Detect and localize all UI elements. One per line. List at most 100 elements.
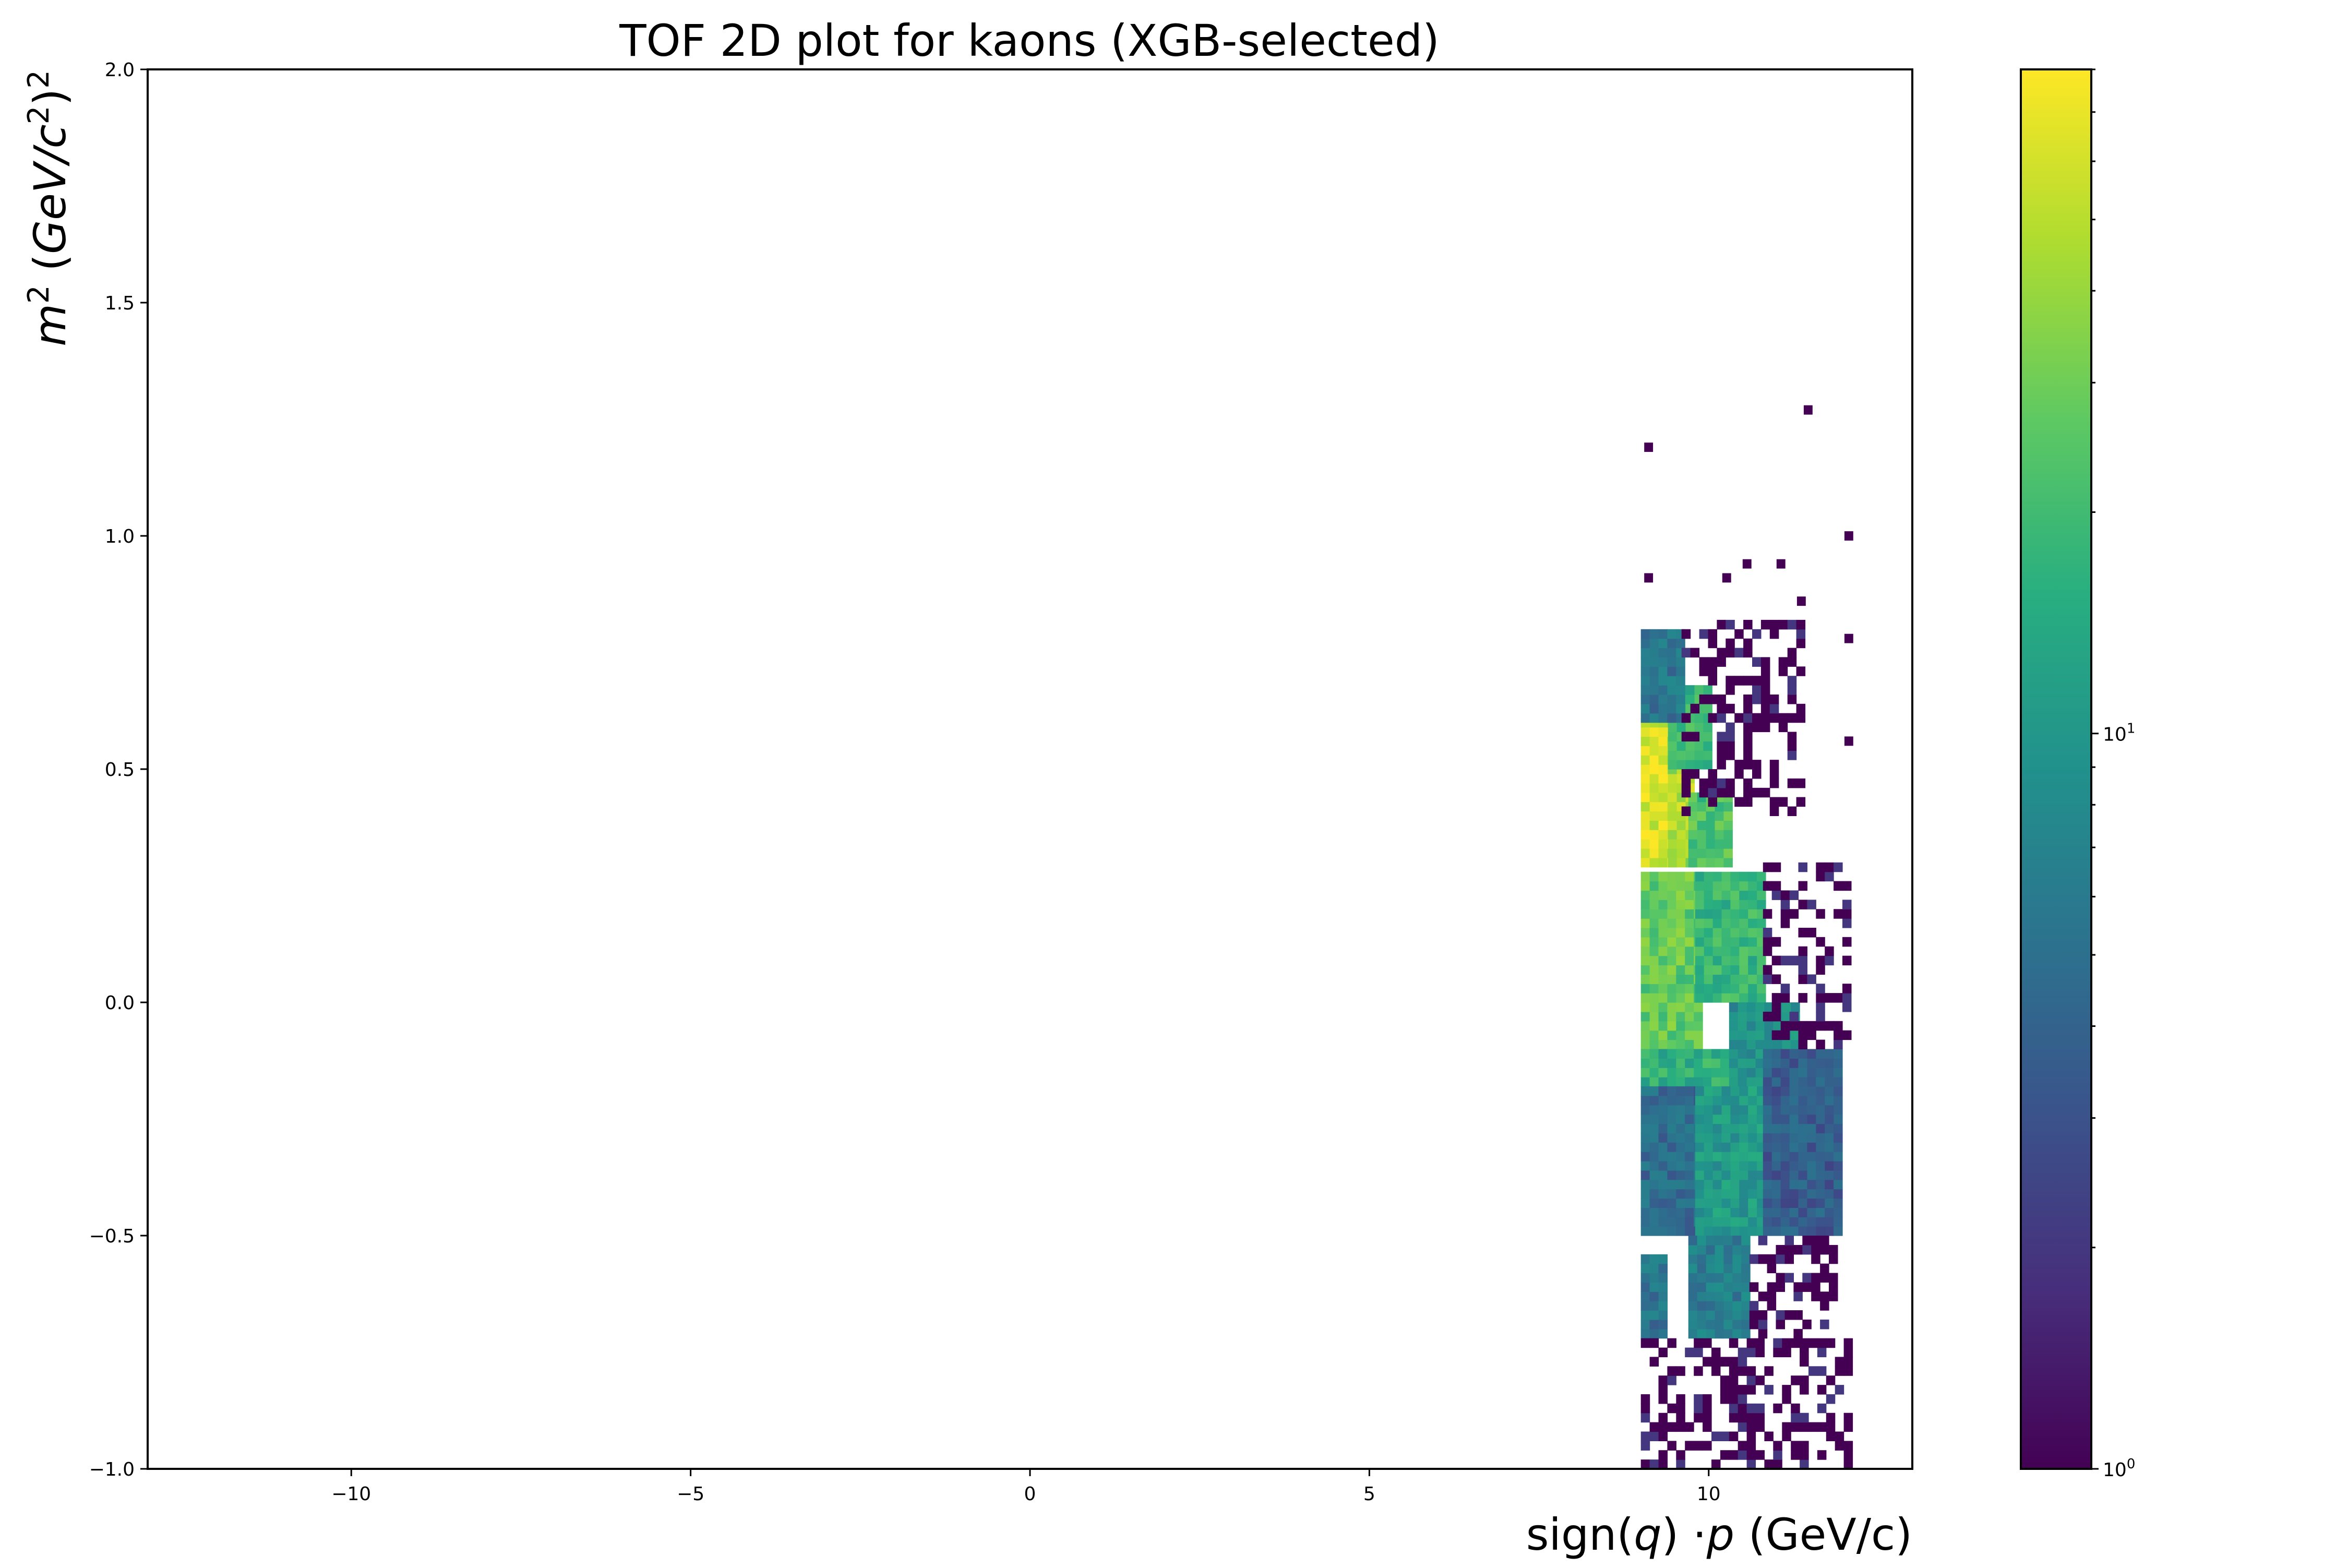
heatmap-bin [1755,1450,1765,1460]
heatmap-bin [1825,946,1834,956]
heatmap-bin [1771,1068,1781,1078]
heatmap-bin [1721,955,1731,966]
heatmap-bin [1721,1226,1731,1236]
heatmap-bin [1748,1086,1757,1096]
heatmap-bin [1807,1198,1816,1208]
heatmap-bin [1796,666,1806,676]
heatmap-bin [1721,1189,1731,1199]
heatmap-bin [1829,1254,1838,1264]
heatmap-bin [1667,1366,1676,1376]
heatmap-bin [1658,1161,1668,1171]
heatmap-bin [1649,890,1659,900]
heatmap-bin [1771,937,1781,947]
heatmap-bin [1782,1385,1791,1395]
heatmap-bin [1721,909,1731,919]
heatmap-bin [1640,657,1650,667]
heatmap-bin [1767,1301,1777,1311]
heatmap-bin [1649,848,1659,858]
heatmap-bin [1748,1189,1757,1199]
heatmap-bin [1787,806,1797,816]
heatmap-bin [1694,750,1704,760]
heatmap-bin-outlier [1776,559,1786,569]
heatmap-bin [1769,760,1779,770]
heatmap-bin [1746,1021,1756,1031]
heatmap-bin [1771,974,1781,984]
heatmap-bin [1640,1105,1650,1115]
heatmap-bin [1767,1254,1777,1264]
heatmap-bin [1690,703,1700,714]
heatmap-bin [1681,732,1691,741]
heatmap-bin [1760,722,1770,733]
heatmap-bin [1825,1114,1834,1124]
heatmap-bin [1685,1422,1694,1432]
heatmap-bin [1746,1422,1756,1432]
heatmap-bin [1763,1142,1772,1152]
heatmap-bin [1743,797,1753,807]
heatmap-bin [1721,1086,1731,1096]
heatmap-bin [1658,1179,1668,1190]
heatmap-bin [1715,820,1724,830]
heatmap-bin [1697,1328,1707,1339]
heatmap-bin [1723,811,1733,821]
heatmap-bin [1787,648,1797,658]
heatmap-bin [1720,1375,1730,1385]
heatmap-bin [1763,1077,1772,1087]
heatmap-bin [1826,1375,1836,1385]
heatmap-bin [1739,946,1748,956]
heatmap-bin [1787,732,1797,741]
heatmap-bin [1703,760,1712,770]
heatmap-bin [1694,1077,1703,1087]
heatmap-bin [1715,1236,1724,1246]
heatmap-bin [1685,1030,1694,1040]
heatmap-bin [1676,722,1686,733]
heatmap-bin [1721,1217,1731,1227]
heatmap-bin [1746,1039,1756,1049]
heatmap-bin [1771,1105,1781,1115]
heatmap-bin [1767,1291,1777,1301]
heatmap-bin [1763,965,1772,975]
heatmap-bin [1708,769,1717,779]
heatmap-bin [1712,1198,1722,1208]
heatmap-bin [1667,881,1676,891]
heatmap-bin [1676,1179,1685,1190]
heatmap-bin [1668,801,1678,812]
heatmap-bin [1842,909,1852,919]
heatmap-bin [1748,890,1757,900]
heatmap-bin [1695,1133,1705,1143]
heatmap-bin [1658,1226,1668,1236]
colorbar-frame [2020,68,2092,1470]
heatmap-bin [1789,1086,1799,1096]
heatmap-bin [1732,1244,1742,1255]
heatmap-bin [1771,1179,1781,1190]
heatmap-bin [1796,797,1806,807]
heatmap-bin [1690,648,1700,658]
heatmap-bin [1712,1226,1722,1236]
heatmap-bin [1743,638,1753,649]
heatmap-bin [1776,1319,1785,1330]
heatmap-bin [1649,1077,1659,1087]
heatmap-bin [1842,900,1852,909]
heatmap-bin [1816,1142,1825,1152]
heatmap-bin [1798,1170,1807,1180]
heatmap-bin [1752,676,1762,686]
heatmap-bin [1723,848,1733,858]
heatmap-bin [1769,619,1779,630]
heatmap-bin [1703,732,1712,741]
heatmap-bin [1688,1310,1698,1320]
heatmap-bin [1729,1403,1739,1414]
heatmap-bin [1694,1403,1703,1414]
heatmap-bin [1704,909,1714,919]
heatmap-bin [1711,1058,1721,1068]
heatmap-bin [1791,1030,1800,1040]
heatmap-bin [1743,741,1753,751]
heatmap-bin [1738,1039,1747,1049]
heatmap-bin [1640,848,1650,858]
heatmap-bin [1697,1273,1707,1283]
heatmap-bin [1721,1170,1731,1180]
heatmap-bin [1816,1021,1825,1031]
heatmap-bin [1796,778,1806,788]
heatmap-bin [1778,797,1788,807]
heatmap-bin [1685,974,1694,984]
heatmap-bin [1712,955,1722,966]
heatmap-bin [1730,1226,1740,1236]
